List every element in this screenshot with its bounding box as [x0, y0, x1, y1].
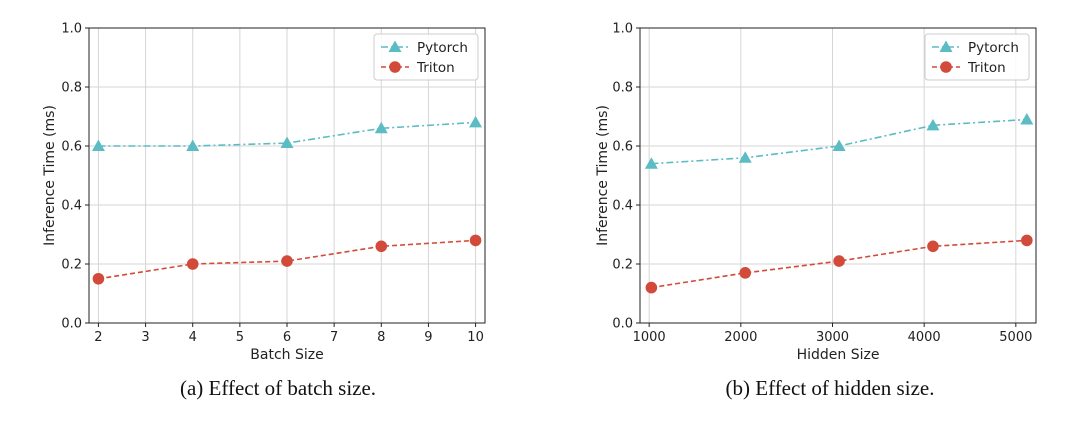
- legend: Pytorch Triton: [925, 34, 1029, 80]
- data-point-pytorch: [1020, 113, 1033, 125]
- data-point-pytorch: [469, 116, 482, 128]
- y-tick-label: 1.0: [612, 22, 633, 37]
- figure: 2 3 4 5 6 7 8 9 10 0.0 0.2 0.4 0.6 0.8 1.0 Batch Size In…: [0, 0, 1080, 419]
- data-point-triton: [739, 267, 751, 279]
- data-point-triton: [93, 273, 105, 285]
- data-point-triton: [1021, 235, 1033, 247]
- x-tick-label: 5: [236, 330, 244, 345]
- data-point-pytorch: [281, 137, 294, 149]
- chart-panel-b: 1000 2000 3000 4000 5000 0.0 0.2 0.4 0.6 0.8 1.0 Hi…: [595, 22, 1036, 401]
- x-axis-label: Batch Size: [250, 347, 323, 363]
- y-tick-label: 0.4: [61, 199, 82, 214]
- data-point-triton: [470, 235, 482, 247]
- figure-caption: (b) Effect of hidden size.: [726, 376, 935, 400]
- x-tick-label: 2: [94, 330, 102, 345]
- y-tick-label: 0.8: [612, 81, 633, 96]
- data-point-triton: [927, 241, 939, 253]
- x-tick-label: 7: [330, 330, 338, 345]
- figure-caption: (a) Effect of batch size.: [180, 376, 376, 400]
- x-tick-label: 6: [283, 330, 291, 345]
- x-tick-label: 4000: [908, 330, 941, 345]
- y-axis-label: Inference Time (ms): [595, 105, 611, 246]
- x-tick-label: 9: [424, 330, 432, 345]
- x-tick-label: 1000: [633, 330, 666, 345]
- y-tick-label: 0.2: [61, 258, 82, 273]
- data-point-triton: [833, 255, 845, 267]
- series-pytorch: [645, 113, 1033, 169]
- x-tick-label: 5000: [999, 330, 1032, 345]
- data-point-triton: [646, 282, 658, 294]
- x-tick-label: 3000: [816, 330, 849, 345]
- legend-label-triton: Triton: [416, 60, 455, 76]
- y-axis-label: Inference Time (ms): [42, 105, 58, 246]
- legend-marker-triton: [389, 61, 401, 73]
- y-tick-label: 0.2: [612, 258, 633, 273]
- legend-marker-triton: [940, 61, 952, 73]
- legend-label-pytorch: Pytorch: [968, 40, 1019, 56]
- data-point-triton: [281, 255, 293, 267]
- legend-label-triton: Triton: [967, 60, 1006, 76]
- x-axis-label: Hidden Size: [797, 347, 880, 363]
- y-tick-label: 1.0: [61, 22, 82, 37]
- x-tick-label: 4: [189, 330, 197, 345]
- data-point-triton: [375, 241, 387, 253]
- legend: Pytorch Triton: [374, 34, 478, 80]
- x-tick-label: 8: [377, 330, 385, 345]
- y-tick-label: 0.0: [612, 317, 633, 332]
- y-tick-label: 0.6: [612, 140, 633, 155]
- y-tick-label: 0.8: [61, 81, 82, 96]
- y-tick-label: 0.4: [612, 199, 633, 214]
- x-tick-label: 10: [467, 330, 484, 345]
- x-tick-label: 3: [141, 330, 149, 345]
- chart-panel-a: 2 3 4 5 6 7 8 9 10 0.0 0.2 0.4 0.6 0.8 1.0 Batch Size In…: [42, 22, 485, 401]
- y-tick-label: 0.6: [61, 140, 82, 155]
- legend-label-pytorch: Pytorch: [417, 40, 468, 56]
- y-tick-label: 0.0: [61, 317, 82, 332]
- data-point-triton: [187, 258, 199, 270]
- data-point-pytorch: [833, 140, 846, 152]
- data-point-pytorch: [186, 140, 199, 152]
- x-tick-label: 2000: [724, 330, 757, 345]
